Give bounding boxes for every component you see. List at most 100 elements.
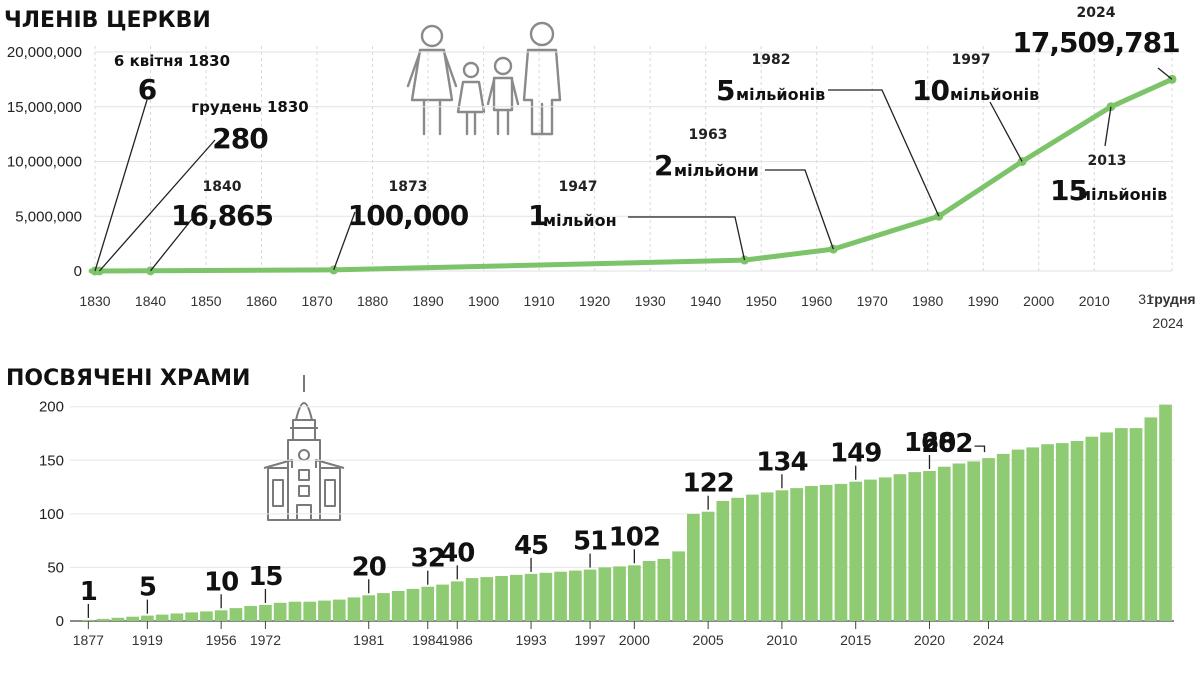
bar — [1159, 404, 1172, 621]
bar — [569, 570, 582, 621]
bar — [864, 479, 877, 621]
y-tick-label: 0 — [56, 613, 64, 630]
annotation-value: 6 — [138, 73, 156, 106]
annotation-leader — [98, 139, 216, 272]
annotation-value: 17,509,781 — [1012, 26, 1179, 59]
x-tick-label: 1877 — [73, 632, 104, 648]
bar — [746, 494, 759, 621]
bar — [318, 600, 331, 621]
bar — [760, 492, 774, 621]
bar — [126, 616, 139, 621]
x-tick-label: 1972 — [250, 632, 281, 648]
x-tick-label: 1930 — [635, 293, 666, 309]
bar — [170, 613, 184, 621]
bar — [908, 472, 922, 621]
x-tick-label: 2000 — [619, 632, 650, 648]
annotation-value: 16,865 — [171, 199, 273, 232]
bar — [937, 466, 951, 621]
temple-icon — [263, 375, 345, 521]
y-tick-label: 15,000,000 — [7, 99, 82, 116]
annotation-value: 32 — [411, 544, 445, 574]
temples-chart-title: ПОСВЯЧЕНІ ХРАМИ — [6, 366, 250, 391]
bar — [362, 595, 376, 621]
x-tick-label: 2015 — [840, 632, 871, 648]
bar — [952, 463, 966, 621]
annotation-value: 15 — [248, 562, 282, 592]
annotation-value: 2 — [654, 149, 672, 182]
x-tick-label-year: 2024 — [1152, 315, 1183, 331]
family-icon — [406, 21, 562, 136]
bar — [524, 573, 538, 621]
bar — [1070, 441, 1084, 621]
bar — [465, 578, 479, 621]
bar — [657, 558, 671, 621]
x-tick-label: 1920 — [579, 293, 610, 309]
bar — [893, 474, 907, 621]
x-tick-label: 1990 — [968, 293, 999, 309]
bar — [583, 569, 597, 621]
bar — [1115, 428, 1128, 621]
x-tick-label: 1890 — [413, 293, 444, 309]
annotation-leader — [1104, 106, 1112, 147]
x-tick-label: 2005 — [693, 632, 724, 648]
annotation-unit: мільйонів — [1078, 185, 1167, 204]
annotation-leader — [628, 216, 746, 261]
annotation-date: 1873 — [389, 179, 428, 195]
bar — [421, 586, 435, 621]
annotation-leader — [333, 211, 356, 271]
annotation-unit: мільйонів — [736, 85, 825, 104]
annotation-value: 20 — [352, 552, 386, 582]
annotation-date: 1982 — [752, 52, 791, 68]
members-chart-title: ЧЛЕНІВ ЦЕРКВИ — [4, 8, 211, 33]
annotation-value: 102 — [609, 522, 660, 552]
bar — [436, 584, 449, 621]
bar — [288, 601, 302, 621]
annotation-date: 1963 — [689, 127, 728, 143]
bar — [303, 601, 317, 621]
bar — [480, 577, 494, 621]
bar — [790, 488, 803, 621]
bar — [229, 608, 243, 621]
bar — [1144, 417, 1158, 621]
x-tick-label: 1870 — [301, 293, 332, 309]
annotation-date: 1997 — [952, 52, 991, 68]
annotation-date: 2013 — [1088, 153, 1127, 169]
x-tick-label: 1993 — [515, 632, 546, 648]
bar — [834, 483, 848, 621]
bar — [642, 561, 656, 621]
bar — [82, 619, 95, 621]
annotation-value: 51 — [573, 527, 607, 557]
x-tick-label: 1830 — [79, 293, 110, 309]
annotation-unit: мільйони — [674, 161, 759, 180]
annotation-leader — [1157, 67, 1173, 80]
bar — [598, 567, 612, 621]
bar — [259, 604, 272, 621]
bar — [996, 453, 1010, 621]
bar — [406, 588, 420, 621]
bar — [1129, 428, 1143, 621]
bar — [731, 497, 744, 621]
y-tick-label: 200 — [39, 399, 64, 416]
annotation-date: 1947 — [559, 179, 598, 195]
x-tick-label: 2010 — [1079, 293, 1110, 309]
x-tick-label: 1980 — [912, 293, 943, 309]
x-tick-label: 1956 — [206, 632, 237, 648]
bar — [96, 618, 110, 621]
bar — [377, 593, 390, 621]
x-tick-label: 1880 — [357, 293, 388, 309]
annotation-value: 10 — [204, 567, 238, 597]
annotation-leader — [765, 169, 834, 250]
bar — [200, 611, 213, 621]
bar — [672, 551, 685, 621]
annotation-value: 40 — [440, 538, 474, 568]
annotation-value: 5 — [716, 74, 734, 107]
x-tick-label: 2000 — [1023, 293, 1054, 309]
bar — [982, 458, 995, 621]
bar — [391, 591, 405, 621]
annotation-date: 2024 — [1077, 5, 1116, 21]
bar — [495, 576, 508, 621]
bar — [849, 481, 863, 621]
bar — [967, 461, 981, 621]
bar — [1055, 443, 1069, 621]
annotation-unit: мільйонів — [950, 85, 1039, 104]
